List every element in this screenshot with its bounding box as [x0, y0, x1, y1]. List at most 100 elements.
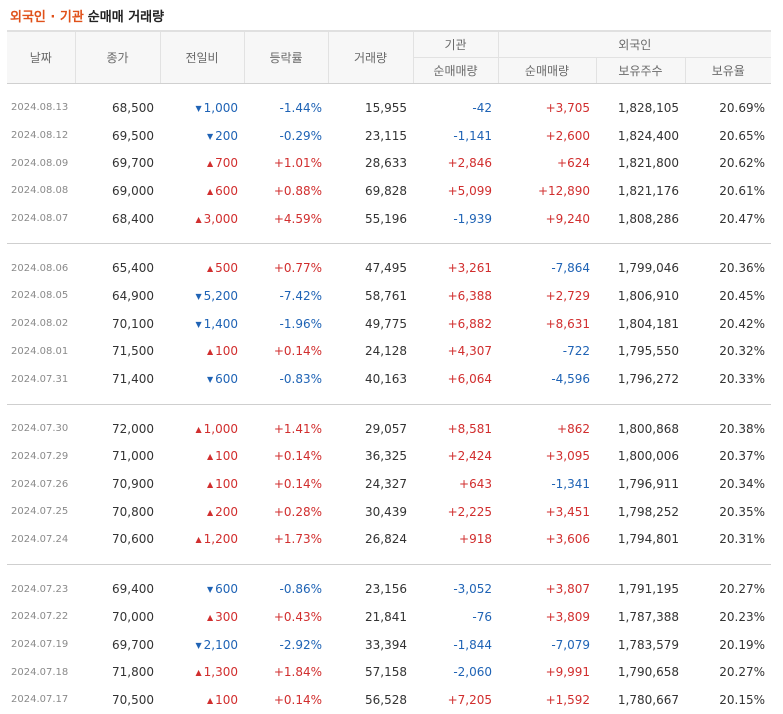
volume-cell: 33,394	[365, 637, 407, 652]
change-down-cell: 2,100	[160, 631, 244, 659]
foreign-net-cell: +1,592	[545, 692, 590, 707]
change-down-cell: 1,000	[160, 94, 244, 122]
table-row: 2024.08.01 71,500 100 +0.14% 24,128 +4,307 -72…	[7, 338, 771, 366]
rate-cell: +1.01%	[273, 156, 322, 171]
date-cell: 2024.07.31	[11, 373, 69, 385]
table-row: 2024.08.09 69,700 700 +1.01% 28,633 +2,846 +62…	[7, 149, 771, 177]
header-change: 전일비	[159, 31, 244, 84]
header-foreign-group: 외국인	[497, 31, 771, 58]
group-spacer	[7, 244, 771, 255]
inst-net-cell: -1,939	[453, 211, 492, 226]
foreign-net-cell: +3,809	[545, 609, 590, 624]
inst-net-cell: +643	[459, 477, 492, 492]
change-up-cell: 100	[160, 338, 244, 366]
table-row: 2024.07.18 71,800 1,300 +1.84% 57,158 -2,060 +…	[7, 658, 771, 686]
holding-ratio-cell: 20.27%	[719, 665, 765, 680]
table-row: 2024.07.31 71,400 600 -0.83% 40,163 +6,064 -4,…	[7, 365, 771, 393]
inst-net-cell: +6,882	[447, 316, 492, 331]
foreign-net-cell: +3,451	[545, 504, 590, 519]
holding-ratio-cell: 20.47%	[719, 211, 765, 226]
change-up-cell: 600	[160, 177, 244, 205]
inst-net-cell: +918	[459, 532, 492, 547]
rate-cell: +1.73%	[273, 532, 322, 547]
date-cell: 2024.08.01	[11, 345, 69, 357]
foreign-net-cell: +2,600	[545, 128, 590, 143]
holding-ratio-cell: 20.65%	[719, 128, 765, 143]
foreign-net-cell: +3,807	[545, 582, 590, 597]
inst-net-cell: -76	[472, 609, 492, 624]
volume-cell: 69,828	[365, 183, 407, 198]
date-cell: 2024.08.02	[11, 318, 69, 330]
table-row: 2024.08.13 68,500 1,000 -1.44% 15,955 -42 +3,7…	[7, 94, 771, 122]
change-up-cell: 500	[160, 254, 244, 282]
foreign-net-cell: +2,729	[545, 288, 590, 303]
foreign-net-cell: +3,095	[545, 449, 590, 464]
group-spacer	[7, 232, 771, 243]
holdings-cell: 1,798,252	[617, 504, 679, 519]
holdings-cell: 1,824,400	[617, 128, 679, 143]
holding-ratio-cell: 20.62%	[719, 156, 765, 171]
table-body: 2024.08.13 68,500 1,000 -1.44% 15,955 -42 +3,7…	[7, 84, 771, 714]
close-cell: 64,900	[112, 288, 154, 303]
date-cell: 2024.08.08	[11, 185, 69, 197]
holding-ratio-cell: 20.61%	[719, 183, 765, 198]
rate-cell: +1.84%	[273, 665, 322, 680]
date-cell: 2024.07.25	[11, 506, 69, 518]
foreign-net-cell: +3,705	[545, 100, 590, 115]
close-cell: 69,000	[112, 183, 154, 198]
volume-cell: 28,633	[365, 156, 407, 171]
header-close: 종가	[74, 31, 160, 84]
rate-cell: -0.29%	[279, 128, 322, 143]
inst-net-cell: +6,064	[447, 372, 492, 387]
inst-net-cell: +8,581	[447, 421, 492, 436]
close-cell: 71,000	[112, 449, 154, 464]
table-row: 2024.07.24 70,600 1,200 +1.73% 26,824 +918 +3,…	[7, 526, 771, 554]
table-row: 2024.07.30 72,000 1,000 +1.41% 29,057 +8,581 +…	[7, 415, 771, 443]
holding-ratio-cell: 20.23%	[719, 609, 765, 624]
holding-ratio-cell: 20.36%	[719, 261, 765, 276]
volume-cell: 47,495	[365, 261, 407, 276]
foreign-net-cell: +12,890	[537, 183, 590, 198]
date-cell: 2024.07.17	[11, 694, 69, 706]
close-cell: 70,000	[112, 609, 154, 624]
holding-ratio-cell: 20.32%	[719, 344, 765, 359]
foreign-net-cell: +9,991	[545, 665, 590, 680]
inst-net-cell: +6,388	[447, 288, 492, 303]
holdings-cell: 1,806,910	[617, 288, 679, 303]
table-row: 2024.07.22 70,000 300 +0.43% 21,841 -76 +3,809…	[7, 603, 771, 631]
rate-cell: -1.96%	[279, 316, 322, 331]
change-up-cell: 200	[160, 498, 244, 526]
holdings-cell: 1,821,176	[617, 183, 679, 198]
group-spacer	[7, 404, 771, 415]
group-divider	[7, 564, 771, 566]
change-up-cell: 100	[160, 443, 244, 471]
close-cell: 70,600	[112, 532, 154, 547]
date-cell: 2024.08.09	[11, 157, 69, 169]
holding-ratio-cell: 20.69%	[719, 100, 765, 115]
holdings-cell: 1,794,801	[617, 532, 679, 547]
holding-ratio-cell: 20.42%	[719, 316, 765, 331]
volume-cell: 24,327	[365, 477, 407, 492]
holding-ratio-cell: 20.27%	[719, 582, 765, 597]
holding-ratio-cell: 20.15%	[719, 692, 765, 707]
volume-cell: 21,841	[365, 609, 407, 624]
title-accent: 외국인 · 기관	[10, 9, 84, 25]
date-cell: 2024.08.05	[11, 290, 69, 302]
foreign-net-cell: +8,631	[545, 316, 590, 331]
header-rate: 등락률	[243, 31, 328, 84]
change-up-cell: 1,200	[160, 526, 244, 554]
rate-cell: +0.88%	[273, 183, 322, 198]
inst-net-cell: +4,307	[447, 344, 492, 359]
volume-cell: 36,325	[365, 449, 407, 464]
volume-cell: 49,775	[365, 316, 407, 331]
table-row: 2024.07.29 71,000 100 +0.14% 36,325 +2,424 +3,…	[7, 443, 771, 471]
rate-cell: -0.86%	[279, 582, 322, 597]
table-row: 2024.07.26 70,900 100 +0.14% 24,327 +643 -1,34…	[7, 470, 771, 498]
foreign-net-cell: +624	[557, 156, 590, 171]
inst-net-cell: -42	[472, 100, 492, 115]
change-down-cell: 200	[160, 122, 244, 150]
change-up-cell: 300	[160, 603, 244, 631]
close-cell: 72,000	[112, 421, 154, 436]
close-cell: 70,500	[112, 692, 154, 707]
inst-net-cell: +2,846	[447, 156, 492, 171]
